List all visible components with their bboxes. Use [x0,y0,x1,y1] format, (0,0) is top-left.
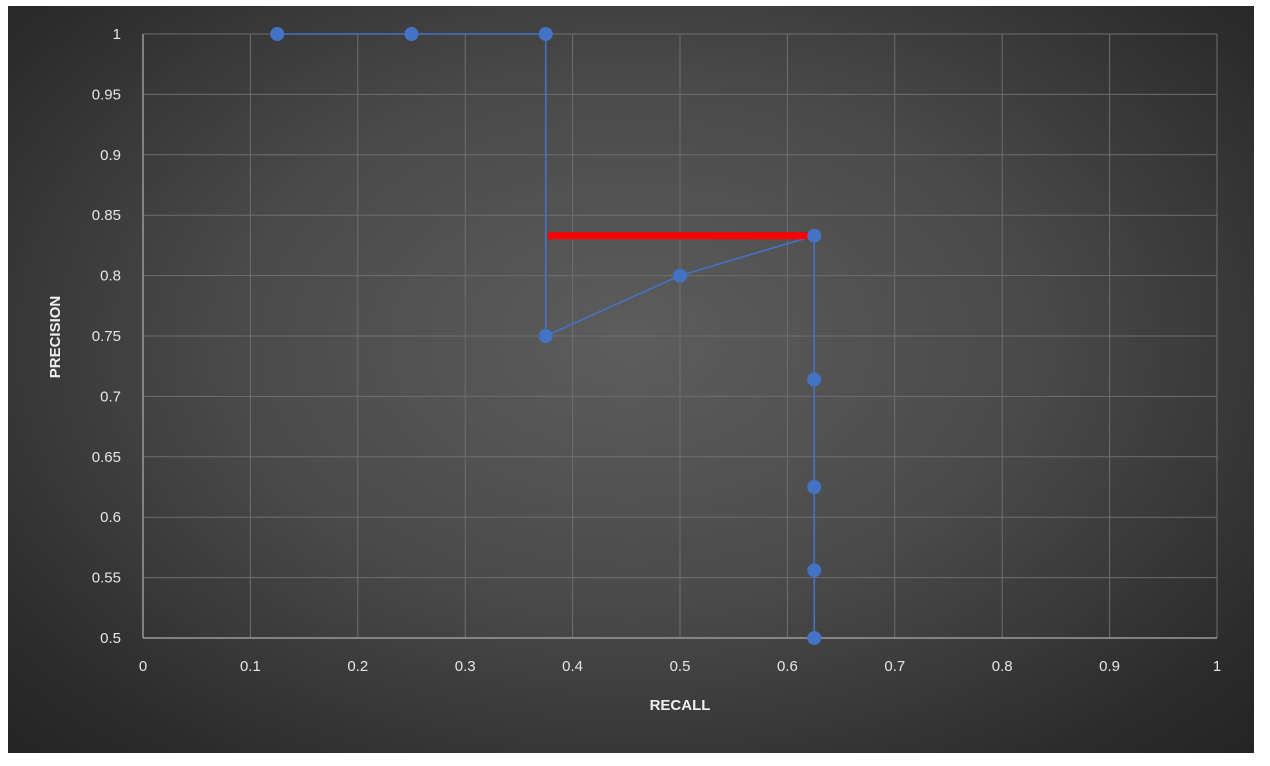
gridlines [143,33,1218,638]
data-point [807,631,822,645]
y-tick-label: 0.55 [92,570,121,587]
x-tick-label: 0.6 [777,658,798,675]
data-point [538,329,553,343]
data-point [807,228,822,243]
x-tick-label: 0.9 [1099,658,1120,675]
x-tick-label: 0 [139,658,147,675]
y-tick-label: 0.6 [100,509,121,526]
x-tick-labels: 0 0.1 0.2 0.3 0.4 0.5 0.6 0.7 0.8 0.9 1 [139,658,1221,675]
y-tick-label: 1 [113,26,121,43]
x-tick-label: 0.5 [670,658,691,675]
y-tick-label: 0.75 [92,328,121,345]
y-tick-labels: 0.5 0.55 0.6 0.65 0.7 0.75 0.8 0.85 0.9 0.95 1 [92,26,121,647]
x-tick-label: 1 [1213,658,1221,675]
data-point [673,268,687,283]
x-tick-label: 0.1 [240,658,261,675]
y-tick-label: 0.5 [100,630,121,647]
precision-recall-chart: 0 0.1 0.2 0.3 0.4 0.5 0.6 0.7 0.8 0.9 1 0.5 0.55 0.6… [47,26,1221,714]
data-point [807,563,822,578]
chart-area: 0 0.1 0.2 0.3 0.4 0.5 0.6 0.7 0.8 0.9 1 0.5 0.55 0.6… [8,6,1254,753]
x-axis-title: RECALL [650,697,711,714]
y-axis-title: PRECISION [47,296,64,379]
data-point [270,27,285,41]
x-tick-label: 0.8 [992,658,1013,675]
x-tick-label: 0.7 [884,658,905,675]
markers [270,27,822,645]
y-tick-label: 0.85 [92,207,121,224]
y-tick-label: 0.8 [100,268,121,285]
y-tick-label: 0.65 [92,449,121,466]
y-tick-label: 0.7 [100,388,121,405]
data-point [807,372,822,387]
data-point [538,27,553,41]
y-tick-label: 0.95 [92,86,121,103]
series-line [277,33,816,638]
x-tick-label: 0.4 [562,658,583,675]
axes [142,34,1217,639]
series [277,33,816,638]
x-tick-label: 0.3 [455,658,476,675]
y-tick-label: 0.9 [100,147,121,164]
data-point [807,480,822,494]
data-point [404,27,419,41]
x-tick-label: 0.2 [347,658,368,675]
